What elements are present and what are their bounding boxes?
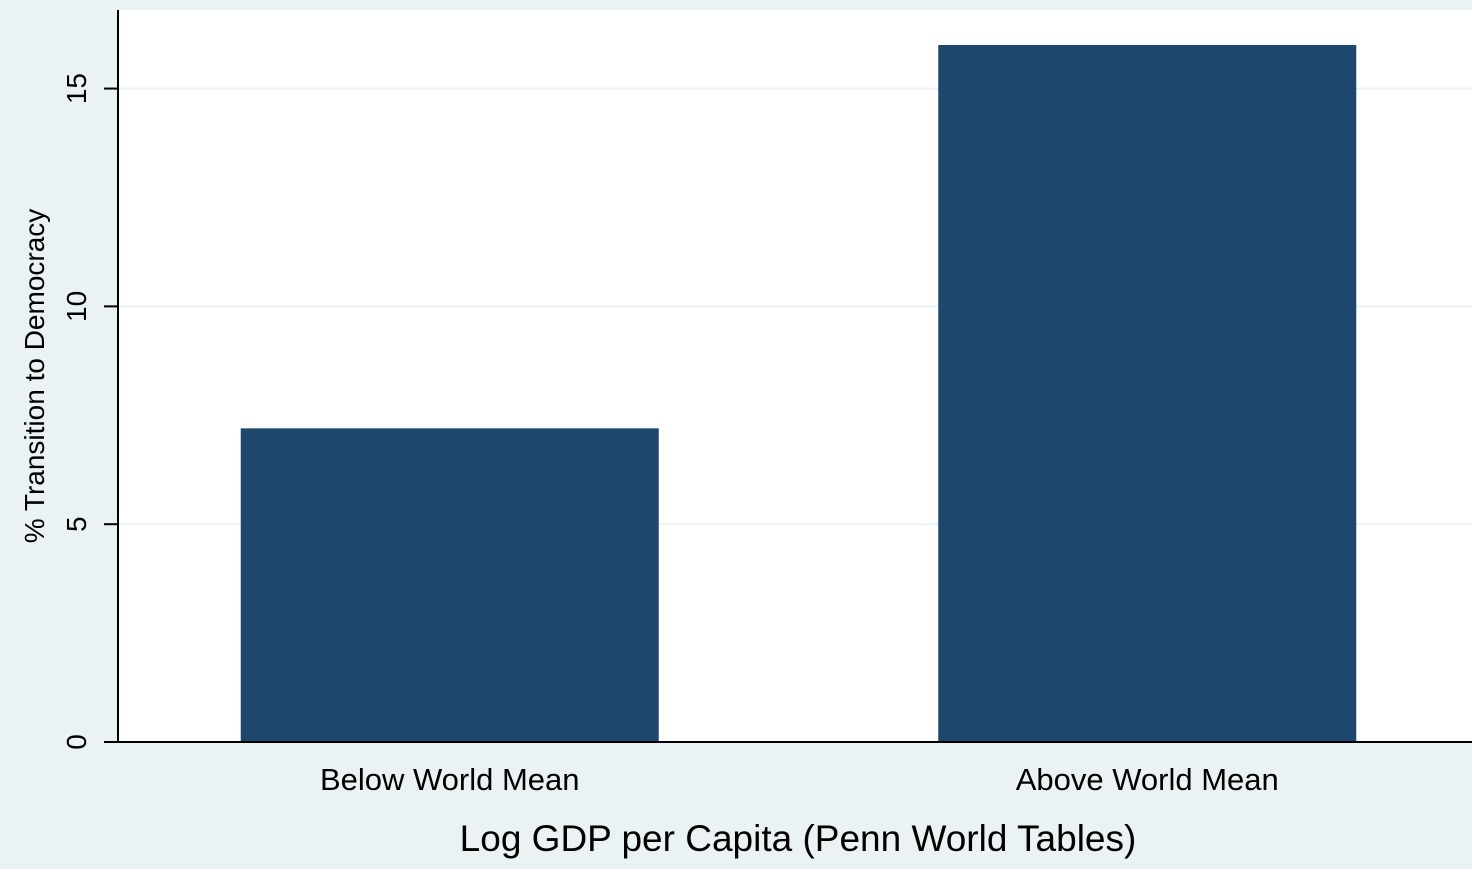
y-axis-ticks: 0 5 10 15	[61, 73, 118, 750]
bar	[240, 428, 659, 742]
x-axis-tick-labels: Below World Mean Above World Mean	[320, 762, 1279, 797]
x-tick-label: Above World Mean	[1016, 762, 1279, 797]
y-tick-label: 15	[61, 73, 92, 104]
x-axis-label: Log GDP per Capita (Penn World Tables)	[460, 818, 1137, 859]
y-tick-label: 5	[61, 516, 92, 532]
y-axis-label: % Transition to Democracy	[19, 209, 50, 544]
y-tick-label: 0	[61, 734, 92, 750]
x-tick-label: Below World Mean	[320, 762, 580, 797]
bars	[240, 45, 1357, 742]
bar	[938, 45, 1357, 742]
y-tick-label: 10	[61, 291, 92, 322]
